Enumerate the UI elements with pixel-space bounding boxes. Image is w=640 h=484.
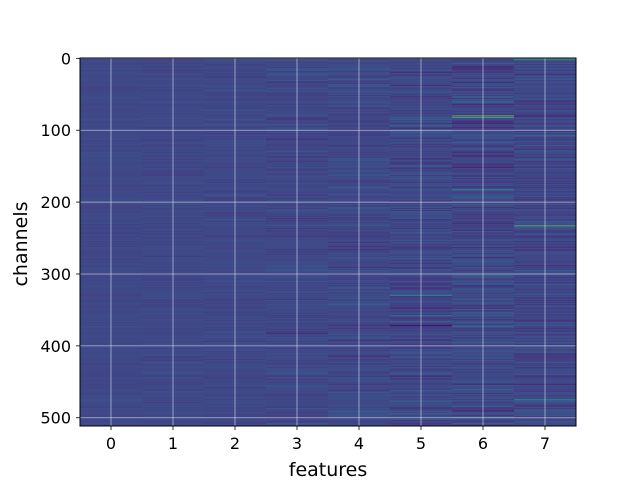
x-tick-label: 5 [416, 434, 426, 453]
x-tick-label: 3 [292, 434, 302, 453]
x-tick-label: 2 [230, 434, 240, 453]
y-tick-label: 400 [40, 337, 71, 356]
x-axis-label: features [289, 459, 368, 480]
y-tick-label: 100 [40, 121, 71, 140]
x-tick-label: 6 [478, 434, 488, 453]
x-tick-label: 4 [354, 434, 364, 453]
x-tick-label: 1 [168, 434, 178, 453]
y-tick-label: 200 [40, 193, 71, 212]
y-axis-ticks: 0 100 200 300 400 500 [40, 49, 80, 428]
y-tick-label: 0 [61, 49, 71, 68]
x-tick-label: 0 [106, 434, 116, 453]
y-tick-label: 500 [40, 409, 71, 428]
heatmap-cells [80, 58, 577, 427]
grid-lines [80, 57, 576, 426]
y-tick-label: 300 [40, 265, 71, 284]
y-axis-label: channels [10, 201, 32, 286]
x-tick-label: 7 [540, 434, 550, 453]
x-axis-ticks: 0 1 2 3 4 5 6 7 [106, 426, 550, 453]
plot-frame [79, 57, 577, 427]
